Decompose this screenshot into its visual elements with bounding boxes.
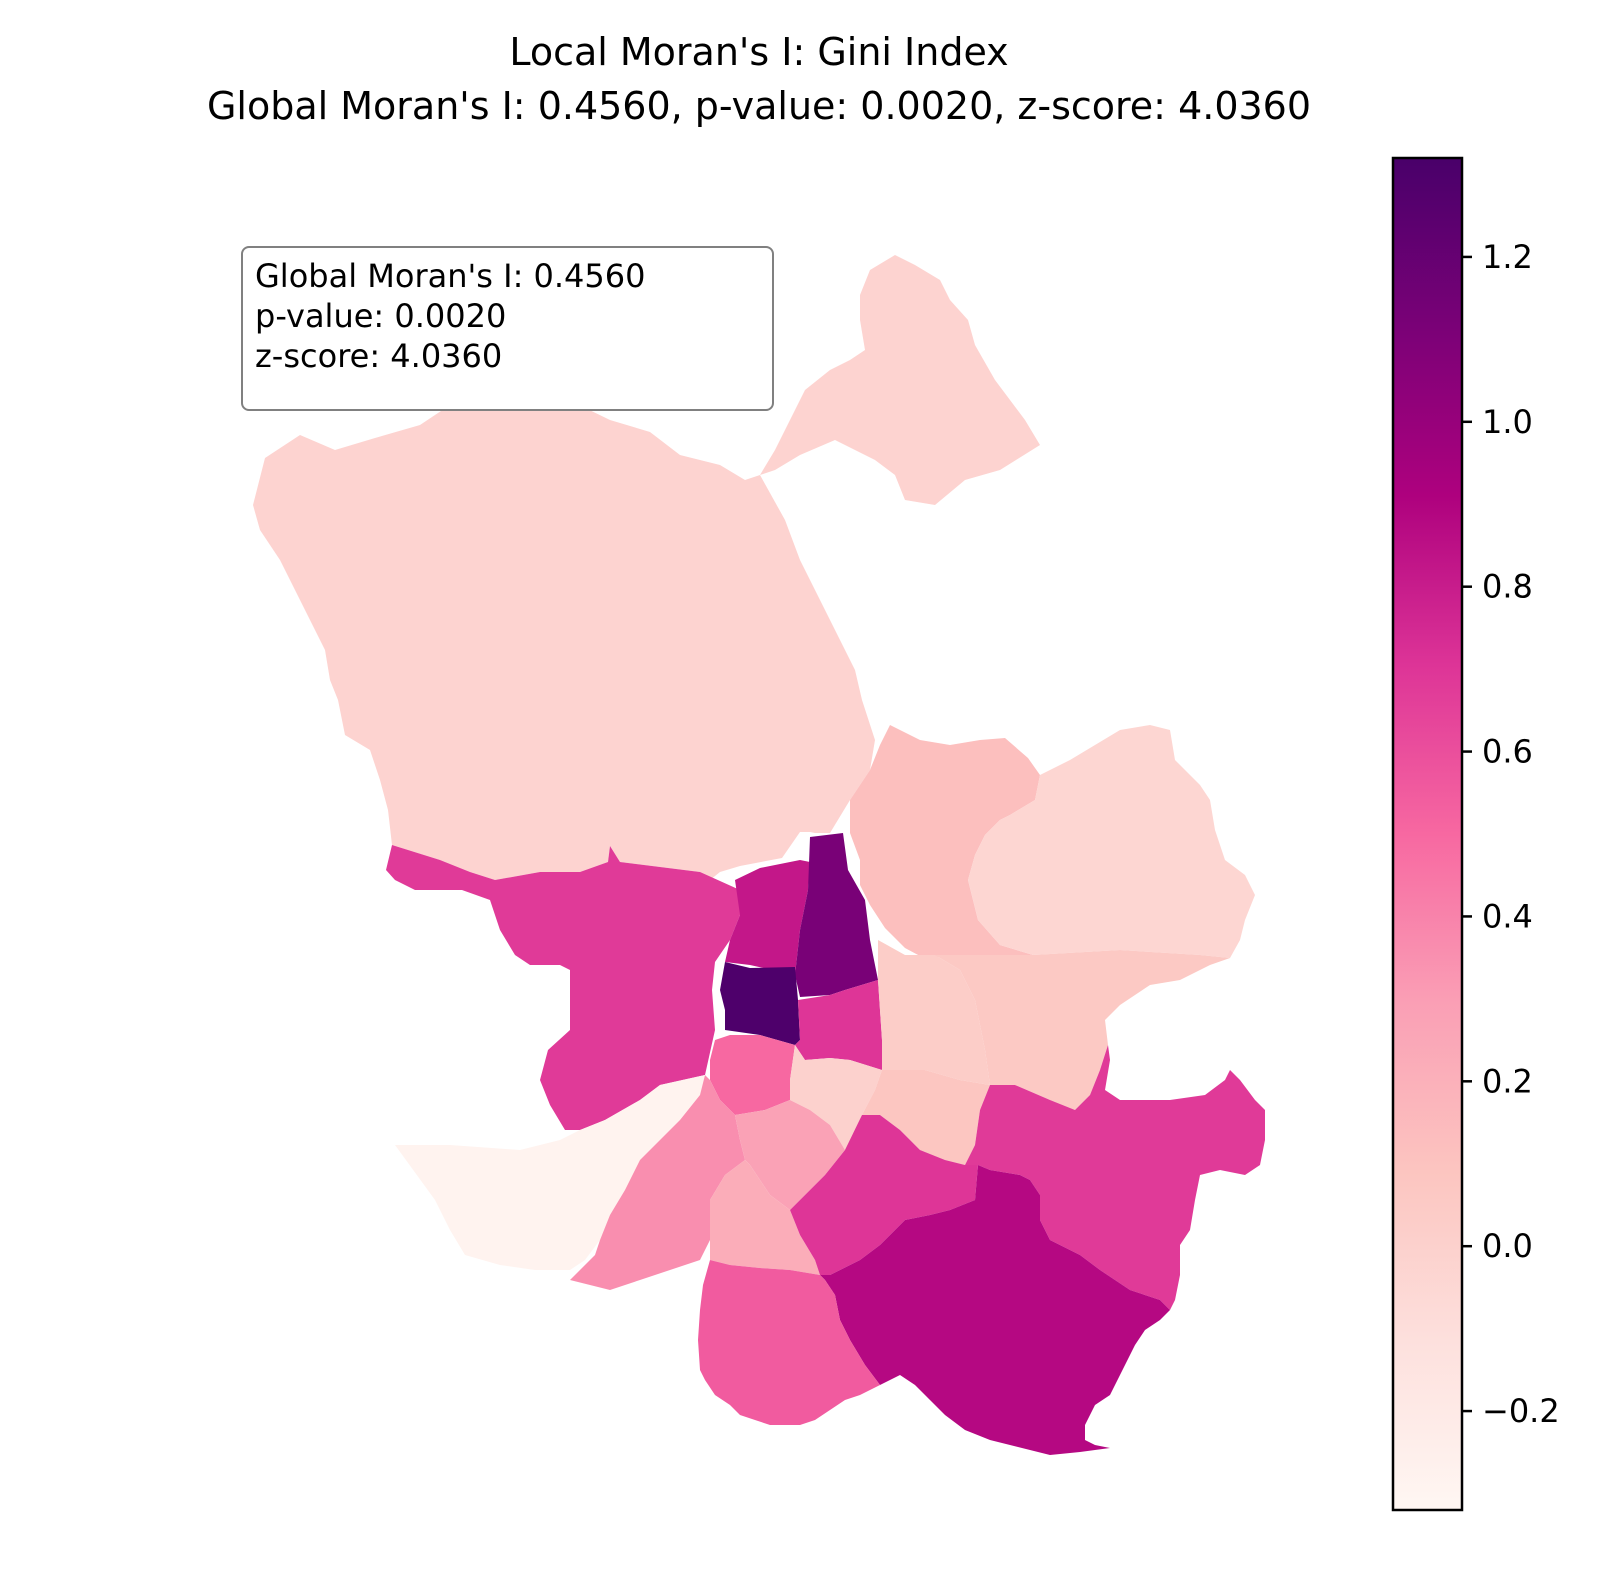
colorbar-tick-label: 0.8 [1482, 568, 1533, 606]
region-center-dark[interactable] [720, 962, 800, 1045]
colorbar-tick-label: 0.2 [1482, 1062, 1533, 1100]
colorbar: −0.2 0.0 0.2 0.4 0.6 0.8 1.0 1.2 [1391, 156, 1560, 1512]
region-east-south[interactable] [965, 1045, 1265, 1310]
stats-box: Global Moran's I: 0.4560 p-value: 0.0020… [241, 246, 774, 411]
colorbar-ticks: −0.2 0.0 0.2 0.4 0.6 0.8 1.0 1.2 [1462, 238, 1560, 1430]
region-center-south-a[interactable] [795, 980, 882, 1070]
colorbar-tick-label: 0.6 [1482, 733, 1533, 771]
region-east[interactable] [968, 725, 1255, 958]
region-west-center[interactable] [386, 845, 740, 1130]
region-south-center-b[interactable] [710, 1160, 820, 1275]
map-subtitle: Global Moran's I: 0.4560, p-value: 0.002… [206, 84, 1312, 128]
colorbar-gradient [1391, 156, 1464, 1512]
map-title: Local Moran's I: Gini Index [509, 30, 1009, 74]
region-north-east-lobe[interactable] [745, 255, 1040, 505]
colorbar-tick-label: 1.2 [1482, 238, 1533, 276]
stats-moran-i: Global Moran's I: 0.4560 [255, 257, 646, 295]
region-south-west[interactable] [395, 1075, 705, 1270]
region-south-east-a[interactable] [790, 1115, 978, 1275]
region-south-east-large[interactable] [820, 1165, 1170, 1455]
colorbar-tick-label: 0.4 [1482, 897, 1533, 935]
stats-p-value: p-value: 0.0020 [255, 297, 507, 335]
colorbar-tick-label: −0.2 [1482, 1392, 1560, 1430]
region-south-center-east[interactable] [862, 1070, 990, 1165]
region-center-light[interactable] [878, 940, 990, 1085]
region-north-east-mid[interactable] [850, 725, 1040, 958]
colorbar-tick-label: 1.0 [1482, 403, 1533, 441]
region-center-strip[interactable] [795, 833, 878, 997]
colorbar-tick-label: 0.0 [1482, 1227, 1533, 1265]
region-center-small-north[interactable] [725, 860, 810, 975]
region-south[interactable] [698, 1260, 880, 1425]
region-east-center[interactable] [935, 950, 1230, 1110]
region-north-large[interactable] [253, 395, 875, 880]
stats-z-score: z-score: 4.0360 [255, 337, 503, 375]
regions-layer [253, 255, 1265, 1455]
region-center-pink[interactable] [710, 1035, 795, 1115]
region-south-west-mid[interactable] [570, 1075, 745, 1290]
